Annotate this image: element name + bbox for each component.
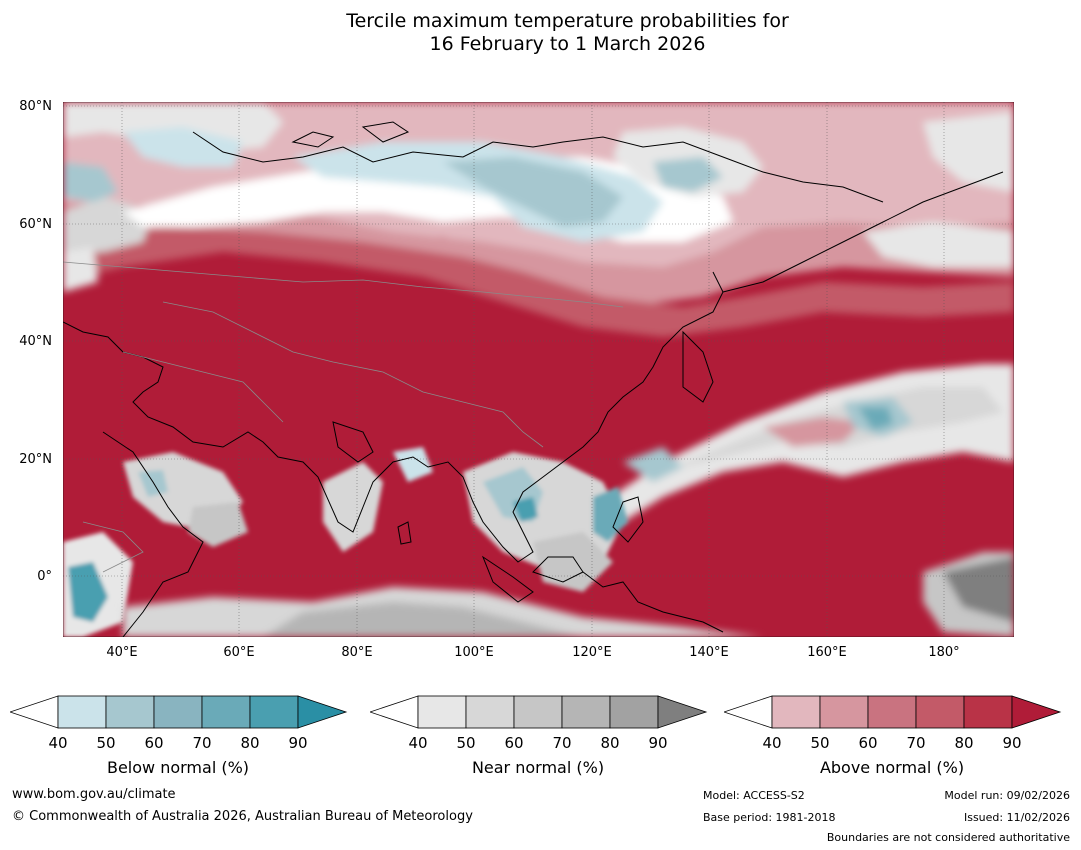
near-normal-northwest bbox=[63, 247, 98, 292]
below-normal-bay-bengal bbox=[393, 447, 433, 482]
colorbar-segment bbox=[819, 695, 869, 729]
north-band-red bbox=[63, 227, 1014, 337]
colorbar-tick: 90 bbox=[1002, 734, 1021, 752]
colorbar-tick: 80 bbox=[600, 734, 619, 752]
colorbar-tick: 80 bbox=[240, 734, 259, 752]
coastlines bbox=[63, 121, 1004, 637]
near-normal-borneo bbox=[533, 532, 613, 592]
colorbar-segment bbox=[201, 695, 251, 729]
colorbar-segment bbox=[561, 695, 611, 729]
colorbar-title-below: Below normal (%) bbox=[106, 758, 250, 777]
near-normal-north-pacific bbox=[863, 222, 1014, 267]
colorbar-segments bbox=[10, 695, 348, 729]
below-normal-philippines bbox=[593, 487, 628, 542]
footer-model: Model: ACCESS-S2 bbox=[703, 789, 805, 802]
colorbar-tick: 40 bbox=[408, 734, 427, 752]
colorbar-segment bbox=[57, 695, 107, 729]
colorbar-tick: 50 bbox=[96, 734, 115, 752]
map-title: Tercile maximum temperature probabilitie… bbox=[0, 10, 1081, 56]
lat-label-80n: 80°N bbox=[19, 99, 52, 114]
colorbar-tick: 70 bbox=[906, 734, 925, 752]
title-line-1: Tercile maximum temperature probabilitie… bbox=[346, 10, 789, 32]
lon-label-120e: 120°E bbox=[572, 645, 612, 660]
below-normal-arabia bbox=[138, 470, 168, 497]
colorbar-title-above: Above normal (%) bbox=[819, 758, 965, 777]
lon-label-140e: 140°E bbox=[689, 645, 729, 660]
probability-map bbox=[63, 102, 1014, 637]
colorbar-arrow-high bbox=[297, 695, 348, 729]
colorbar-tick: 70 bbox=[192, 734, 211, 752]
above-normal-pacific-inner bbox=[763, 417, 863, 447]
below-normal-scandinavia bbox=[123, 127, 243, 167]
colorbar-segment bbox=[465, 695, 515, 729]
map-canvas bbox=[63, 102, 1014, 637]
colorbar-near-normal: 40 50 60 70 80 90 bbox=[370, 695, 708, 752]
lon-label-80e: 80°E bbox=[341, 645, 373, 660]
colorbar-arrow-high bbox=[1011, 695, 1062, 729]
near-normal-bay-bengal bbox=[323, 462, 383, 552]
footer-model-run: Model run: 09/02/2026 bbox=[944, 789, 1070, 802]
country-boundaries bbox=[63, 261, 624, 573]
lat-label-20n: 20°N bbox=[19, 452, 52, 467]
lat-label-60n: 60°N bbox=[19, 217, 52, 232]
near-normal-southwest-pacific-core bbox=[943, 557, 1014, 622]
near-normal-somalia bbox=[188, 502, 248, 547]
below-normal-philippine-sea bbox=[623, 447, 683, 482]
colorbar-tick: 60 bbox=[144, 734, 163, 752]
lon-label-180: 180° bbox=[928, 645, 960, 660]
lon-label-40e: 40°E bbox=[106, 645, 138, 660]
colorbar-arrow-low bbox=[724, 695, 773, 729]
footer-base-period: Base period: 1981-2018 bbox=[703, 811, 836, 824]
colorbar-tick: 70 bbox=[552, 734, 571, 752]
colorbar-tick: 40 bbox=[762, 734, 781, 752]
colorbar-arrow-low bbox=[370, 695, 419, 729]
title-line-2: 16 February to 1 March 2026 bbox=[429, 33, 706, 55]
colorbar-title-near: Near normal (%) bbox=[471, 758, 605, 777]
footer-disclaimer: Boundaries are not considered authoritat… bbox=[826, 831, 1070, 844]
colorbar-tick: 50 bbox=[456, 734, 475, 752]
footer-issued: Issued: 11/02/2026 bbox=[963, 811, 1070, 824]
colorbar-tick: 60 bbox=[504, 734, 523, 752]
near-normal-south-band-dark bbox=[263, 602, 583, 637]
lat-label-40n: 40°N bbox=[19, 334, 52, 349]
colorbar-tick: 90 bbox=[648, 734, 667, 752]
below-normal-east-siberia bbox=[653, 157, 723, 192]
colorbar-segments bbox=[370, 695, 708, 729]
north-band-mid-red bbox=[63, 202, 1014, 307]
colorbar-segment bbox=[105, 695, 155, 729]
colorbar-tick: 50 bbox=[810, 734, 829, 752]
colorbar-segment bbox=[513, 695, 563, 729]
below-normal-gulf-thailand bbox=[513, 497, 538, 522]
below-normal-siberia-core bbox=[443, 157, 623, 227]
near-normal-northeast bbox=[923, 112, 1014, 192]
colorbar-segment bbox=[867, 695, 917, 729]
lon-label-100e: 100°E bbox=[454, 645, 494, 660]
colorbar-segment bbox=[249, 695, 299, 729]
colorbar-segment bbox=[609, 695, 659, 729]
footer-website: www.bom.gov.au/climate bbox=[12, 787, 176, 802]
colorbar-tick: 90 bbox=[288, 734, 307, 752]
lat-label-0: 0° bbox=[37, 569, 52, 584]
graticule bbox=[63, 102, 1014, 637]
lon-label-160e: 160°E bbox=[807, 645, 847, 660]
below-normal-africa-east bbox=[68, 562, 108, 622]
footer-copyright: © Commonwealth of Australia 2026, Austra… bbox=[12, 809, 473, 824]
colorbar-tick: 40 bbox=[48, 734, 67, 752]
colorbar-segment bbox=[963, 695, 1013, 729]
colorbar-tick: 60 bbox=[858, 734, 877, 752]
colorbar-segments bbox=[724, 695, 1062, 729]
colorbar-segment bbox=[771, 695, 821, 729]
colorbar-tick: 80 bbox=[954, 734, 973, 752]
colorbar-segment bbox=[417, 695, 467, 729]
colorbar-segment bbox=[153, 695, 203, 729]
colorbar-below-normal: 40 50 60 70 80 90 bbox=[10, 695, 348, 752]
lon-label-60e: 60°E bbox=[223, 645, 255, 660]
colorbar-above-normal: 40 50 60 70 80 90 bbox=[724, 695, 1062, 752]
colorbar-arrow-high bbox=[657, 695, 708, 729]
below-normal-far-west bbox=[63, 162, 118, 202]
colorbar-segment bbox=[915, 695, 965, 729]
colorbar-arrow-low bbox=[10, 695, 59, 729]
below-normal-pacific-core bbox=[858, 407, 893, 430]
